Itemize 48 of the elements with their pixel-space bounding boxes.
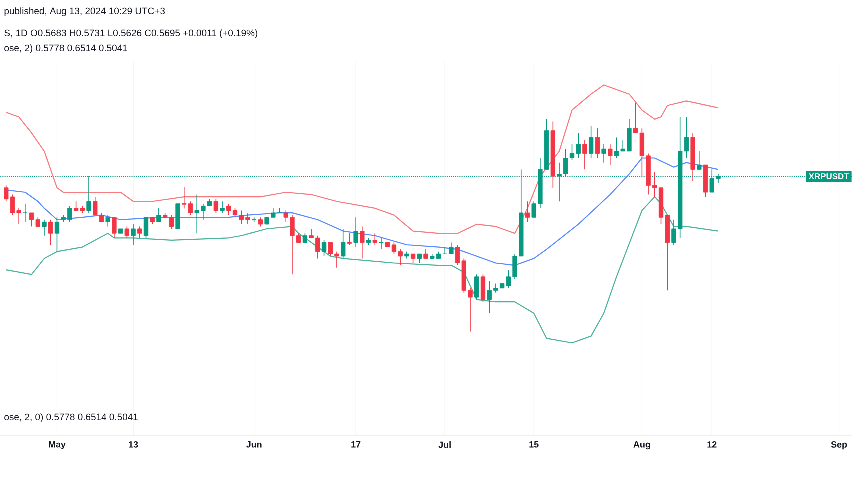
candlestick <box>474 274 480 300</box>
candlestick <box>112 217 117 239</box>
candlestick <box>417 254 422 264</box>
candlestick <box>449 242 454 255</box>
x-tick-label: Sep <box>831 442 848 450</box>
x-tick-label: 12 <box>708 442 717 448</box>
candlestick <box>424 249 428 260</box>
x-tick-label: 17 <box>352 442 361 448</box>
candlestick <box>106 214 110 228</box>
candlestick <box>124 226 130 239</box>
candlestick <box>144 217 149 239</box>
candlestick <box>480 274 486 302</box>
candlestick <box>697 151 702 170</box>
candlestick <box>54 217 60 252</box>
candlestick <box>525 201 530 223</box>
candlestick <box>360 226 365 260</box>
text: S, 1D O0.5683 H0.5731 L0.5626 C0.5695 +0.0011 (+0.19%) <box>4 30 258 38</box>
x-tick-label: May <box>49 442 66 450</box>
candlestick <box>258 217 264 228</box>
x-tick-label: 13 <box>129 442 138 448</box>
candlestick <box>138 226 142 239</box>
candlestick <box>302 233 308 244</box>
text: published, Aug 13, 2024 10:29 UTC+3 <box>4 8 166 16</box>
candlestick <box>48 219 54 246</box>
x-tick-label: Jun <box>246 442 262 448</box>
text: ose, 2, 0) 0.5778 0.6514 0.5041 <box>4 414 138 422</box>
candlestick <box>595 128 600 159</box>
candlestick <box>608 144 613 166</box>
x-tick-label: Aug <box>634 442 650 450</box>
candlestick <box>156 208 162 223</box>
candlestick <box>214 198 219 214</box>
candlestick <box>372 233 378 246</box>
text: ose, 2) 0.5778 0.6514 0.5041 <box>4 44 128 54</box>
candlestick <box>341 228 346 260</box>
candlestick <box>131 224 136 246</box>
candlestick <box>220 201 225 214</box>
x-tick-label: 15 <box>530 442 539 448</box>
candlestick <box>588 126 594 159</box>
candlestick <box>322 240 327 257</box>
candlestick <box>602 144 606 164</box>
candlestick <box>347 233 352 246</box>
candlestick <box>23 204 28 223</box>
ref-line-label: XRPUSDT <box>808 174 850 180</box>
candlestick <box>582 140 588 170</box>
candlestick <box>410 254 416 264</box>
x-tick-label: Jul <box>438 442 451 448</box>
candlestick <box>42 219 47 236</box>
candlestick <box>354 217 358 248</box>
